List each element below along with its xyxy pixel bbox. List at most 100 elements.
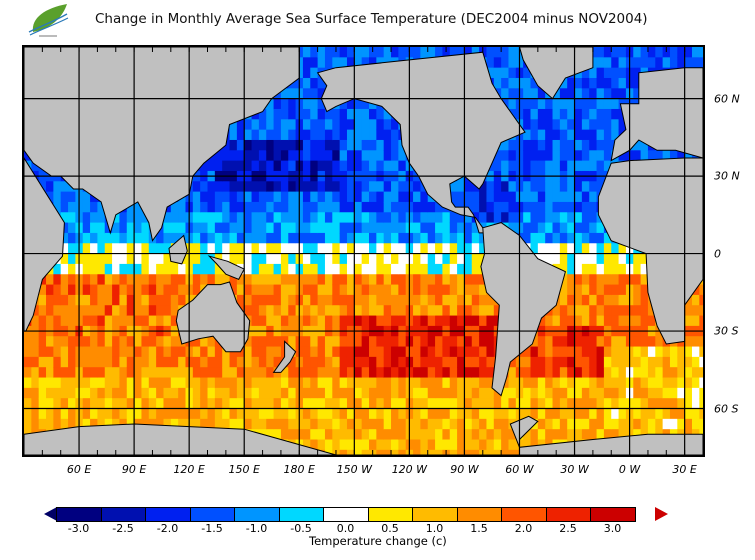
sst-cell [251, 232, 260, 244]
sst-cell [82, 253, 91, 265]
sst-cell [31, 367, 40, 379]
sst-cell [24, 418, 32, 430]
sst-cell [581, 150, 590, 162]
sst-cell [603, 356, 612, 368]
sst-cell [236, 222, 245, 234]
sst-cell [523, 181, 531, 193]
sst-cell [46, 408, 54, 420]
sst-cell [523, 67, 531, 79]
sst-cell [97, 284, 106, 296]
sst-cell [618, 57, 627, 69]
sst-cell [156, 243, 164, 255]
sst-cell [501, 47, 509, 58]
sst-cell [545, 108, 554, 120]
sst-cell [611, 418, 620, 430]
sst-cell [126, 408, 135, 420]
sst-cell [53, 398, 62, 410]
sst-cell [156, 408, 164, 420]
sst-cell [214, 387, 223, 399]
sst-cell [317, 336, 326, 348]
sst-cell [420, 439, 429, 451]
sst-cell [449, 346, 458, 358]
sst-cell [214, 408, 223, 420]
sst-cell [112, 263, 120, 275]
sst-cell [31, 305, 40, 317]
sst-cell [493, 160, 502, 172]
sst-cell [589, 305, 598, 317]
sst-cell [134, 274, 142, 286]
sst-cell [552, 108, 561, 120]
sst-cell [244, 243, 253, 255]
sst-map[interactable] [22, 45, 705, 457]
sst-cell [435, 315, 443, 327]
sst-cell [346, 108, 355, 120]
sst-cell [280, 201, 289, 213]
sst-cell [471, 449, 480, 455]
sst-cell [398, 408, 407, 420]
sst-cell [449, 253, 458, 265]
sst-cell [119, 243, 128, 255]
sst-cell [486, 57, 495, 69]
sst-cell [449, 212, 458, 224]
sst-cell [655, 408, 664, 420]
sst-cell [545, 429, 554, 441]
sst-cell [640, 356, 649, 368]
sst-cell [178, 284, 186, 296]
sst-cell [134, 294, 142, 306]
sst-cell [662, 387, 671, 399]
sst-cell [148, 367, 157, 379]
sst-cell [192, 201, 201, 213]
sst-cell [112, 398, 120, 410]
sst-cell [398, 367, 407, 379]
sst-cell [427, 222, 436, 234]
sst-cell [273, 336, 282, 348]
sst-cell [611, 346, 620, 358]
sst-cell [523, 160, 531, 172]
sst-cell [457, 181, 465, 193]
sst-cell [677, 387, 686, 399]
sst-cell [273, 150, 282, 162]
sst-cell [310, 67, 319, 79]
sst-cell [332, 243, 341, 255]
sst-cell [207, 377, 216, 389]
sst-cell [413, 212, 421, 224]
sst-cell [457, 346, 465, 358]
sst-cell [398, 212, 407, 224]
sst-cell [46, 387, 54, 399]
sst-cell [537, 108, 546, 120]
sst-cell [163, 294, 172, 306]
sst-cell [581, 243, 590, 255]
sst-cell [317, 181, 326, 193]
sst-cell [156, 336, 164, 348]
sst-cell [376, 367, 385, 379]
sst-cell [471, 263, 480, 275]
sst-cell [339, 47, 348, 58]
sst-cell [508, 150, 517, 162]
sst-cell [324, 418, 333, 430]
sst-cell [567, 408, 576, 420]
sst-cell [266, 356, 275, 368]
sst-cell [545, 387, 554, 399]
sst-cell [464, 191, 473, 203]
sst-cell [369, 263, 377, 275]
sst-cell [545, 377, 554, 389]
sst-cell [236, 274, 245, 286]
sst-cell [530, 429, 539, 441]
sst-cell [214, 201, 223, 213]
sst-cell [112, 274, 120, 286]
land-africa [597, 157, 703, 345]
sst-cell [501, 201, 509, 213]
sst-cell [581, 356, 590, 368]
sst-cell [90, 346, 98, 358]
sst-cell [435, 408, 443, 420]
sst-cell [611, 243, 620, 255]
sst-cell [302, 129, 311, 141]
sst-cell [332, 160, 341, 172]
sst-cell [684, 346, 693, 358]
sst-cell [471, 47, 480, 58]
sst-cell [346, 367, 355, 379]
sst-cell [90, 253, 98, 265]
sst-cell [119, 222, 128, 234]
sst-cell [222, 232, 231, 244]
sst-cell [317, 398, 326, 410]
